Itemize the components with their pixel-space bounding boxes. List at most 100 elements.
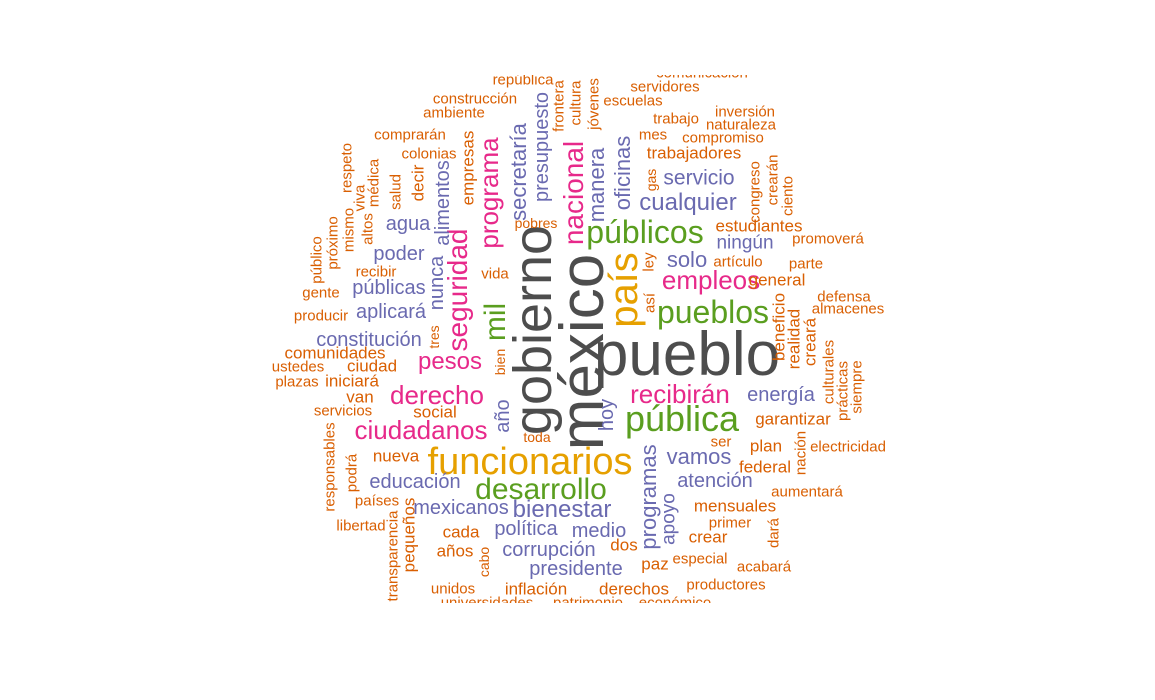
cloud-word: programa xyxy=(474,137,504,249)
cloud-word: dos xyxy=(610,535,638,555)
cloud-word: cualquier xyxy=(639,189,737,216)
cloud-word: años xyxy=(436,541,474,561)
cloud-word: pequeños xyxy=(399,497,419,573)
cloud-word: república xyxy=(492,71,554,89)
cloud-word: acabará xyxy=(736,558,792,576)
cloud-word: próximo xyxy=(324,216,342,270)
cloud-word: construcción xyxy=(432,90,518,108)
cloud-word: apoyo xyxy=(658,493,680,545)
cloud-word: van xyxy=(346,387,374,407)
cloud-word: nueva xyxy=(372,446,420,466)
cloud-word: defensa xyxy=(817,288,871,306)
cloud-word: patrimonio xyxy=(552,594,624,612)
cloud-word: toda xyxy=(523,429,551,445)
cloud-word: decir xyxy=(408,164,428,202)
cloud-word: mes xyxy=(638,126,668,144)
cloud-word: general xyxy=(748,270,806,290)
cloud-word: agua xyxy=(385,213,431,235)
cloud-word: escuelas xyxy=(603,92,663,110)
cloud-word: ciudadanos xyxy=(354,415,488,445)
cloud-word: comunidades xyxy=(284,343,386,363)
cloud-word: nunca xyxy=(426,255,448,311)
cloud-word: pesos xyxy=(417,348,483,375)
cloud-word: ciento xyxy=(779,175,797,217)
cloud-word: pública xyxy=(624,398,740,439)
cloud-word: colonias xyxy=(401,145,457,163)
cloud-word: frontera xyxy=(550,80,568,132)
cloud-word: inversión xyxy=(714,103,776,121)
cloud-word: atención xyxy=(677,470,753,492)
cloud-word: gobierno xyxy=(503,224,563,436)
cloud-word: recibir xyxy=(355,263,397,281)
cloud-word: pobres xyxy=(514,215,558,231)
cloud-word: mensuales xyxy=(693,496,777,516)
cloud-word: salud xyxy=(387,174,405,210)
cloud-word: servicio xyxy=(663,166,735,190)
cloud-word: gas xyxy=(643,168,659,192)
cloud-word: corrupción xyxy=(502,539,596,561)
cloud-word: inflación xyxy=(504,579,568,599)
cloud-word: nación xyxy=(792,430,810,476)
cloud-word: aplicará xyxy=(355,301,427,323)
cloud-word: ustedes xyxy=(271,358,325,376)
cloud-word: empresas xyxy=(458,130,478,206)
cloud-word: alimentos xyxy=(432,160,454,246)
cloud-word: jóvenes xyxy=(585,78,603,130)
cloud-word: universidades xyxy=(440,594,534,612)
cloud-word: cada xyxy=(442,522,480,542)
cloud-word: artículo xyxy=(713,253,763,271)
cloud-word: electricidad xyxy=(810,438,886,456)
cloud-word: gente xyxy=(302,284,340,302)
cloud-word: iniciará xyxy=(325,371,379,391)
cloud-word: política xyxy=(494,518,558,540)
cloud-word: federal xyxy=(739,457,791,477)
cloud-word: tres xyxy=(426,325,442,349)
cloud-word: parte xyxy=(788,255,824,273)
cloud-word: público xyxy=(308,236,326,284)
cloud-word: servidores xyxy=(630,78,700,96)
cloud-word: plazas xyxy=(275,373,319,391)
cloud-word: garantizar xyxy=(755,409,831,429)
cloud-word: hoy xyxy=(596,398,618,432)
cloud-word: producir xyxy=(293,307,349,325)
cloud-word: recibirán xyxy=(630,379,730,409)
cloud-word: mismo xyxy=(340,207,358,253)
cloud-word: naturaleza xyxy=(705,116,777,134)
cloud-word: solo xyxy=(666,247,708,272)
cloud-word: públicas xyxy=(352,277,426,299)
cloud-word: comprarán xyxy=(374,126,446,144)
cloud-word: altos xyxy=(359,213,377,245)
cloud-word: ningún xyxy=(716,232,774,254)
cloud-word: trabajadores xyxy=(646,143,742,163)
cloud-word: medio xyxy=(571,520,627,542)
cloud-word: productores xyxy=(686,576,766,594)
cloud-word: primer xyxy=(708,514,752,532)
cloud-word: ley xyxy=(640,252,658,272)
cloud-word: bien xyxy=(492,348,508,376)
cloud-word: presidente xyxy=(529,558,623,580)
cloud-word: crear xyxy=(688,527,728,547)
cloud-word: bienestar xyxy=(512,496,612,523)
cloud-word: compromiso xyxy=(682,129,764,147)
cloud-word: podrá xyxy=(343,453,361,493)
cloud-word: año xyxy=(492,399,514,433)
cloud-word: social xyxy=(413,402,457,422)
cloud-word: mil xyxy=(479,302,512,342)
cloud-word: trabajo xyxy=(653,110,699,128)
cloud-word: constitución xyxy=(316,329,422,351)
cloud-word: así xyxy=(641,292,659,314)
cloud-word: energía xyxy=(747,384,815,406)
cloud-word: responsables xyxy=(321,422,339,512)
cloud-word: país xyxy=(602,252,646,328)
cloud-word: derechos xyxy=(599,579,669,599)
cloud-word: aumentará xyxy=(771,483,843,501)
cloud-word: almacenes xyxy=(811,300,885,318)
cloud-word: cabo xyxy=(476,546,492,578)
cloud-word: presupuesto xyxy=(531,91,553,203)
cloud-word: transparencia xyxy=(384,510,402,602)
cloud-word: secretaría xyxy=(506,123,531,221)
cloud-word: seguridad xyxy=(442,228,473,352)
cloud-word: cultura xyxy=(567,80,585,126)
cloud-word: comunicación xyxy=(656,64,748,82)
cloud-word: pueblo xyxy=(593,320,781,389)
